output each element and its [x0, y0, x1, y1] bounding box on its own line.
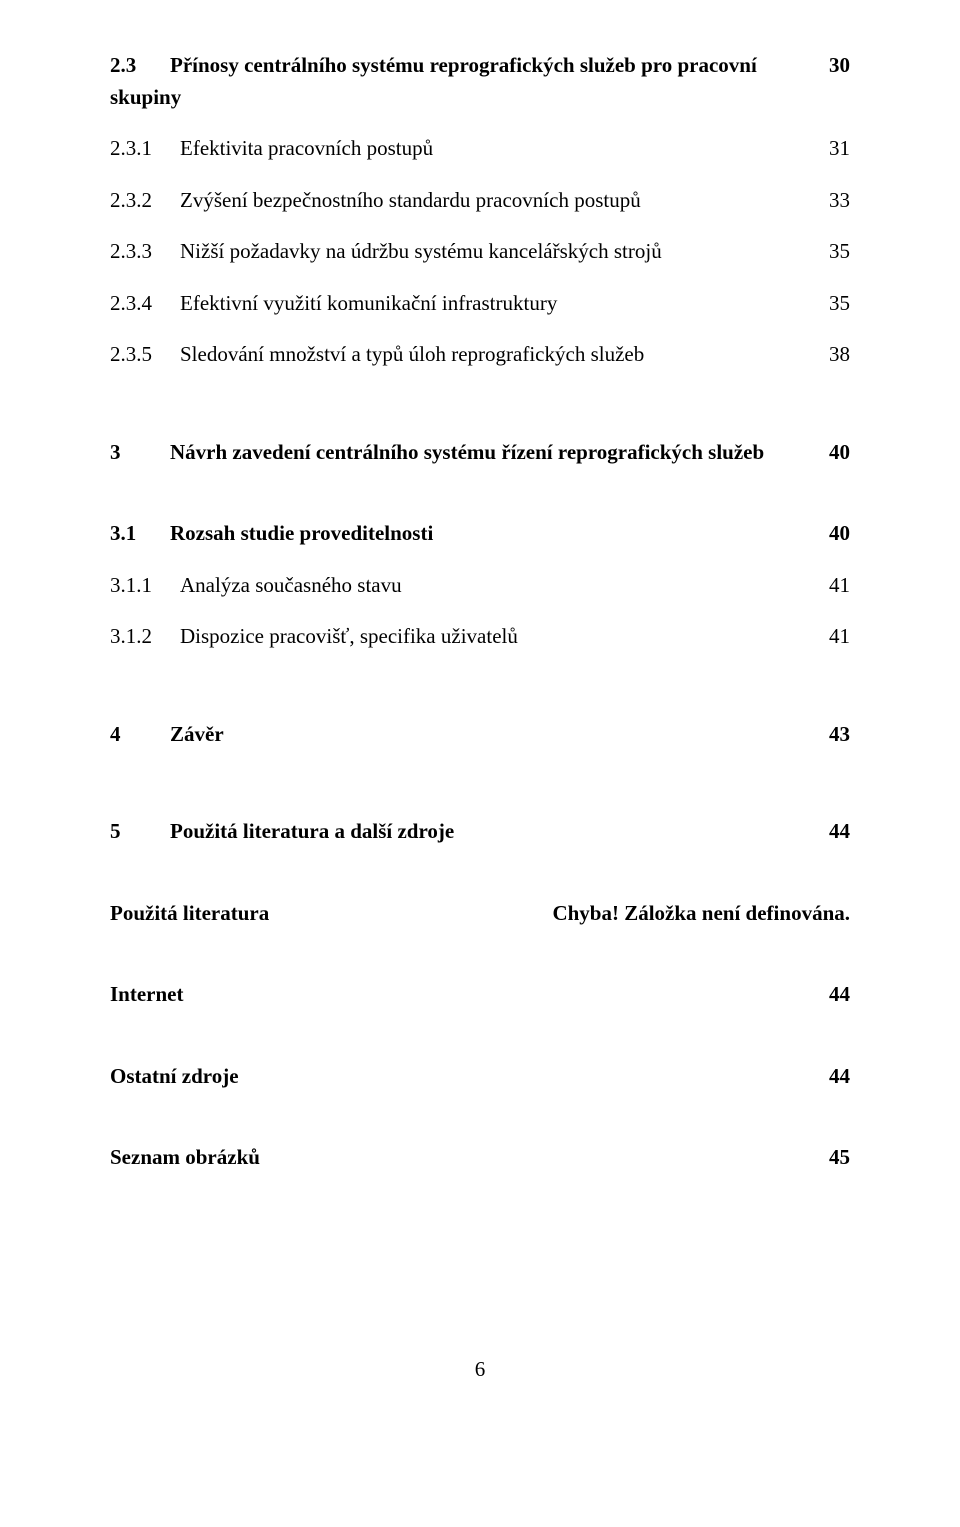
toc-entry-internet: Internet 44 [110, 979, 850, 1011]
toc-title: Ostatní zdroje [110, 1061, 829, 1093]
toc-entry-4: 4Závěr 43 [110, 719, 850, 751]
toc-title: Internet [110, 979, 829, 1011]
spacer [110, 949, 850, 979]
toc-title: Efektivita pracovních postupů [180, 136, 433, 160]
toc-label: 2.3Přínosy centrálního systému reprograf… [110, 50, 829, 113]
toc-title: Návrh zavedení centrálního systému řízen… [170, 440, 764, 464]
toc-page: 44 [829, 979, 850, 1011]
toc-page: 41 [829, 621, 850, 653]
toc-title: Přínosy centrálního systému reprografick… [110, 53, 757, 109]
toc-title: Analýza současného stavu [180, 573, 402, 597]
toc-number: 5 [110, 816, 170, 848]
toc-entry-2-3-2: 2.3.2Zvýšení bezpečnostního standardu pr… [110, 185, 850, 217]
toc-page: 44 [829, 1061, 850, 1093]
toc-entry-3-1-1: 3.1.1Analýza současného stavu 41 [110, 570, 850, 602]
toc-title: Seznam obrázků [110, 1142, 829, 1174]
toc-number: 2.3.3 [110, 236, 180, 268]
toc-number: 3 [110, 437, 170, 469]
toc-label: 3Návrh zavedení centrálního systému říze… [110, 437, 829, 469]
toc-entry-3-1: 3.1Rozsah studie proveditelnosti 40 [110, 518, 850, 550]
toc-entry-2-3-4: 2.3.4Efektivní využití komunikační infra… [110, 288, 850, 320]
toc-number: 3.1.2 [110, 621, 180, 653]
toc-title: Zvýšení bezpečnostního standardu pracovn… [180, 188, 641, 212]
toc-number: 2.3.4 [110, 288, 180, 320]
toc-label: 2.3.2Zvýšení bezpečnostního standardu pr… [110, 185, 829, 217]
spacer [110, 1031, 850, 1061]
toc-page: 31 [829, 133, 850, 165]
toc-number: 4 [110, 719, 170, 751]
toc-title: Rozsah studie proveditelnosti [170, 521, 433, 545]
toc-page: 30 [829, 50, 850, 82]
toc-title: Použitá literatura a další zdroje [170, 819, 454, 843]
toc-number: 3.1 [110, 518, 170, 550]
spacer [110, 1112, 850, 1142]
toc-entry-3: 3Návrh zavedení centrálního systému říze… [110, 437, 850, 469]
toc-page: 41 [829, 570, 850, 602]
spacer [110, 868, 850, 898]
toc-number: 2.3.5 [110, 339, 180, 371]
toc-entry-ostatni-zdroje: Ostatní zdroje 44 [110, 1061, 850, 1093]
toc-number: 2.3.1 [110, 133, 180, 165]
toc-title: Sledování množství a typů úloh reprograf… [180, 342, 644, 366]
toc-page: 33 [829, 185, 850, 217]
toc-page: 40 [829, 437, 850, 469]
toc-entry-seznam-obrazku: Seznam obrázků 45 [110, 1142, 850, 1174]
spacer [110, 673, 850, 719]
toc-title: Použitá literatura [110, 898, 552, 930]
toc-entry-3-1-2: 3.1.2Dispozice pracovišť, specifika uživ… [110, 621, 850, 653]
toc-page: 43 [829, 719, 850, 751]
toc-label: 3.1.1Analýza současného stavu [110, 570, 829, 602]
toc-entry-2-3-5: 2.3.5Sledování množství a typů úloh repr… [110, 339, 850, 371]
toc-number: 3.1.1 [110, 570, 180, 602]
toc-label: 2.3.5Sledování množství a typů úloh repr… [110, 339, 829, 371]
toc-label: 4Závěr [110, 719, 829, 751]
toc-label: 2.3.3Nižší požadavky na údržbu systému k… [110, 236, 829, 268]
toc-label: 3.1.2Dispozice pracovišť, specifika uživ… [110, 621, 829, 653]
toc-page: 38 [829, 339, 850, 371]
toc-page: 44 [829, 816, 850, 848]
toc-page: 35 [829, 236, 850, 268]
toc-title: Nižší požadavky na údržbu systému kancel… [180, 239, 662, 263]
toc-label: 5Použitá literatura a další zdroje [110, 816, 829, 848]
spacer [110, 770, 850, 816]
toc-label: 2.3.4Efektivní využití komunikační infra… [110, 288, 829, 320]
toc-number: 2.3 [110, 50, 170, 82]
toc-number: 2.3.2 [110, 185, 180, 217]
toc-entry-2-3: 2.3Přínosy centrálního systému reprograf… [110, 50, 850, 113]
toc-entry-2-3-3: 2.3.3Nižší požadavky na údržbu systému k… [110, 236, 850, 268]
spacer [110, 391, 850, 437]
page-number: 6 [110, 1354, 850, 1386]
toc-title: Závěr [170, 722, 224, 746]
toc-page: 40 [829, 518, 850, 550]
toc-label: 2.3.1Efektivita pracovních postupů [110, 133, 829, 165]
toc-entry-2-3-1: 2.3.1Efektivita pracovních postupů 31 [110, 133, 850, 165]
toc-label: 3.1Rozsah studie proveditelnosti [110, 518, 829, 550]
toc-title: Efektivní využití komunikační infrastruk… [180, 291, 557, 315]
toc-entry-5: 5Použitá literatura a další zdroje 44 [110, 816, 850, 848]
spacer [110, 488, 850, 518]
toc-page-error: Chyba! Záložka není definována. [552, 898, 850, 930]
toc-title: Dispozice pracovišť, specifika uživatelů [180, 624, 518, 648]
toc-entry-pouzita-literatura: Použitá literatura Chyba! Záložka není d… [110, 898, 850, 930]
toc-page: 45 [829, 1142, 850, 1174]
toc-page: 35 [829, 288, 850, 320]
